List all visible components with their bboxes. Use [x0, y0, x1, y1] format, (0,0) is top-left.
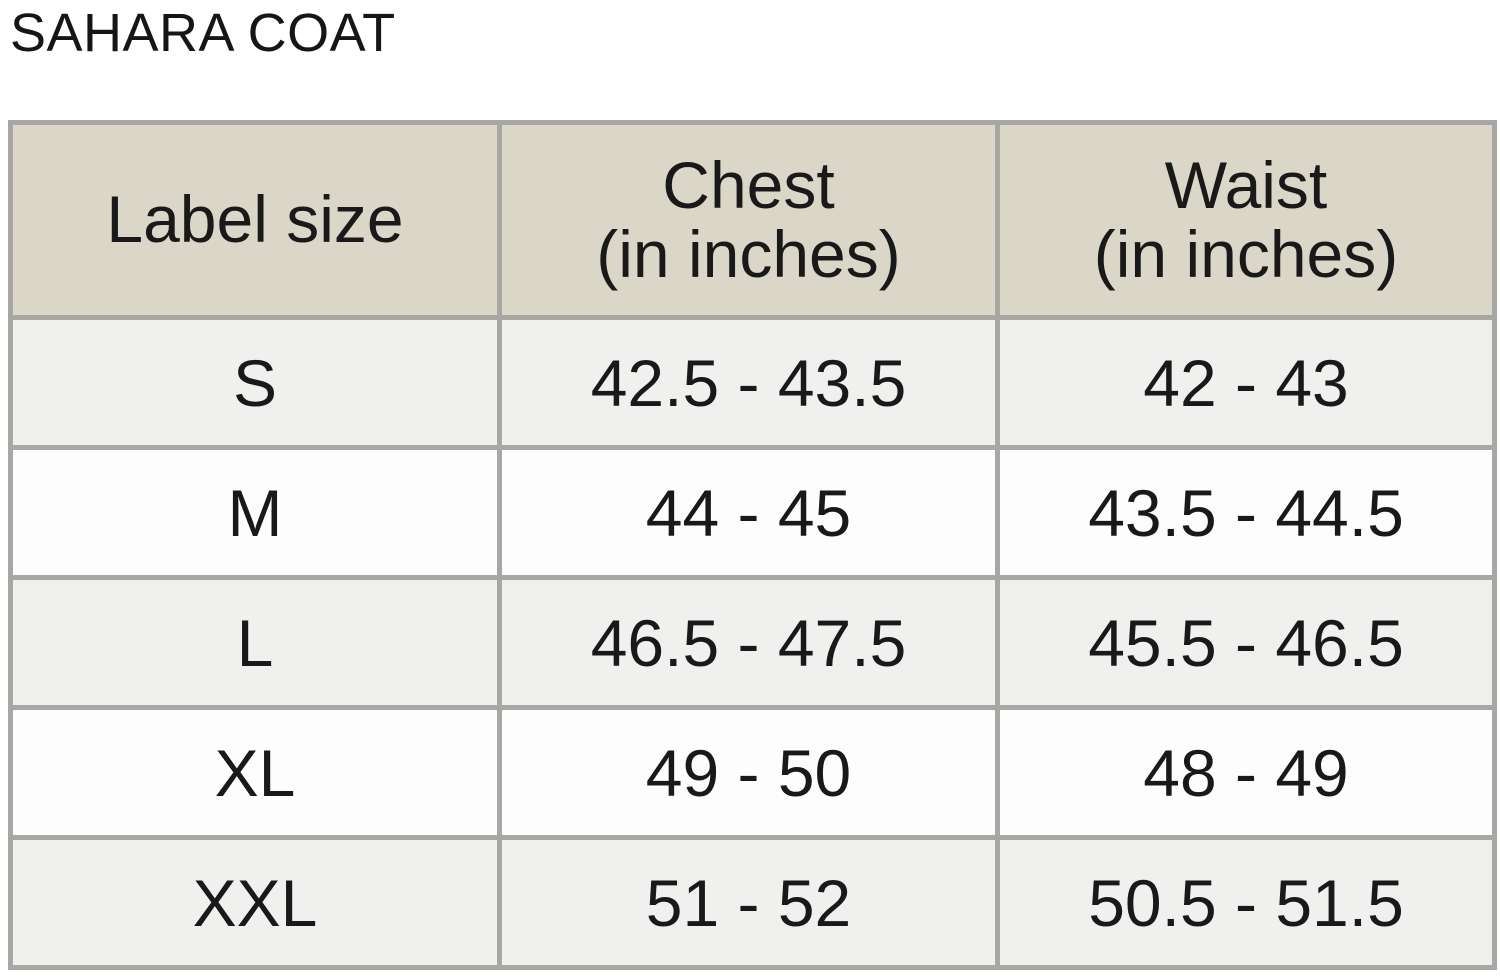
cell-size: M — [8, 445, 502, 580]
header-row: Label size Chest (in inches) Waist (in i… — [8, 120, 1497, 320]
size-chart-body: S 42.5 - 43.5 42 - 43 M 44 - 45 43.5 - 4… — [8, 315, 1497, 970]
table-row-l: L 46.5 - 47.5 45.5 - 46.5 — [8, 575, 1497, 710]
cell-waist: 48 - 49 — [995, 705, 1497, 840]
cell-chest: 49 - 50 — [497, 705, 1000, 840]
table-row-m: M 44 - 45 43.5 - 44.5 — [8, 445, 1497, 580]
cell-chest: 51 - 52 — [497, 835, 1000, 970]
cell-waist: 42 - 43 — [995, 315, 1497, 450]
column-header-chest: Chest (in inches) — [497, 120, 1000, 320]
cell-size: XL — [8, 705, 502, 840]
table-row-xxl: XXL 51 - 52 50.5 - 51.5 — [8, 835, 1497, 970]
size-chart-table: Label size Chest (in inches) Waist (in i… — [8, 120, 1497, 970]
cell-waist: 43.5 - 44.5 — [995, 445, 1497, 580]
cell-chest: 44 - 45 — [497, 445, 1000, 580]
cell-size: L — [8, 575, 502, 710]
cell-size: S — [8, 315, 502, 450]
cell-chest: 46.5 - 47.5 — [497, 575, 1000, 710]
column-header-waist: Waist (in inches) — [995, 120, 1497, 320]
cell-chest: 42.5 - 43.5 — [497, 315, 1000, 450]
page-title: SAHARA COAT — [10, 3, 396, 63]
cell-waist: 45.5 - 46.5 — [995, 575, 1497, 710]
column-header-label-size: Label size — [8, 120, 502, 320]
table-row-s: S 42.5 - 43.5 42 - 43 — [8, 315, 1497, 450]
size-chart-header: Label size Chest (in inches) Waist (in i… — [8, 120, 1497, 320]
table-row-xl: XL 49 - 50 48 - 49 — [8, 705, 1497, 840]
cell-size: XXL — [8, 835, 502, 970]
cell-waist: 50.5 - 51.5 — [995, 835, 1497, 970]
